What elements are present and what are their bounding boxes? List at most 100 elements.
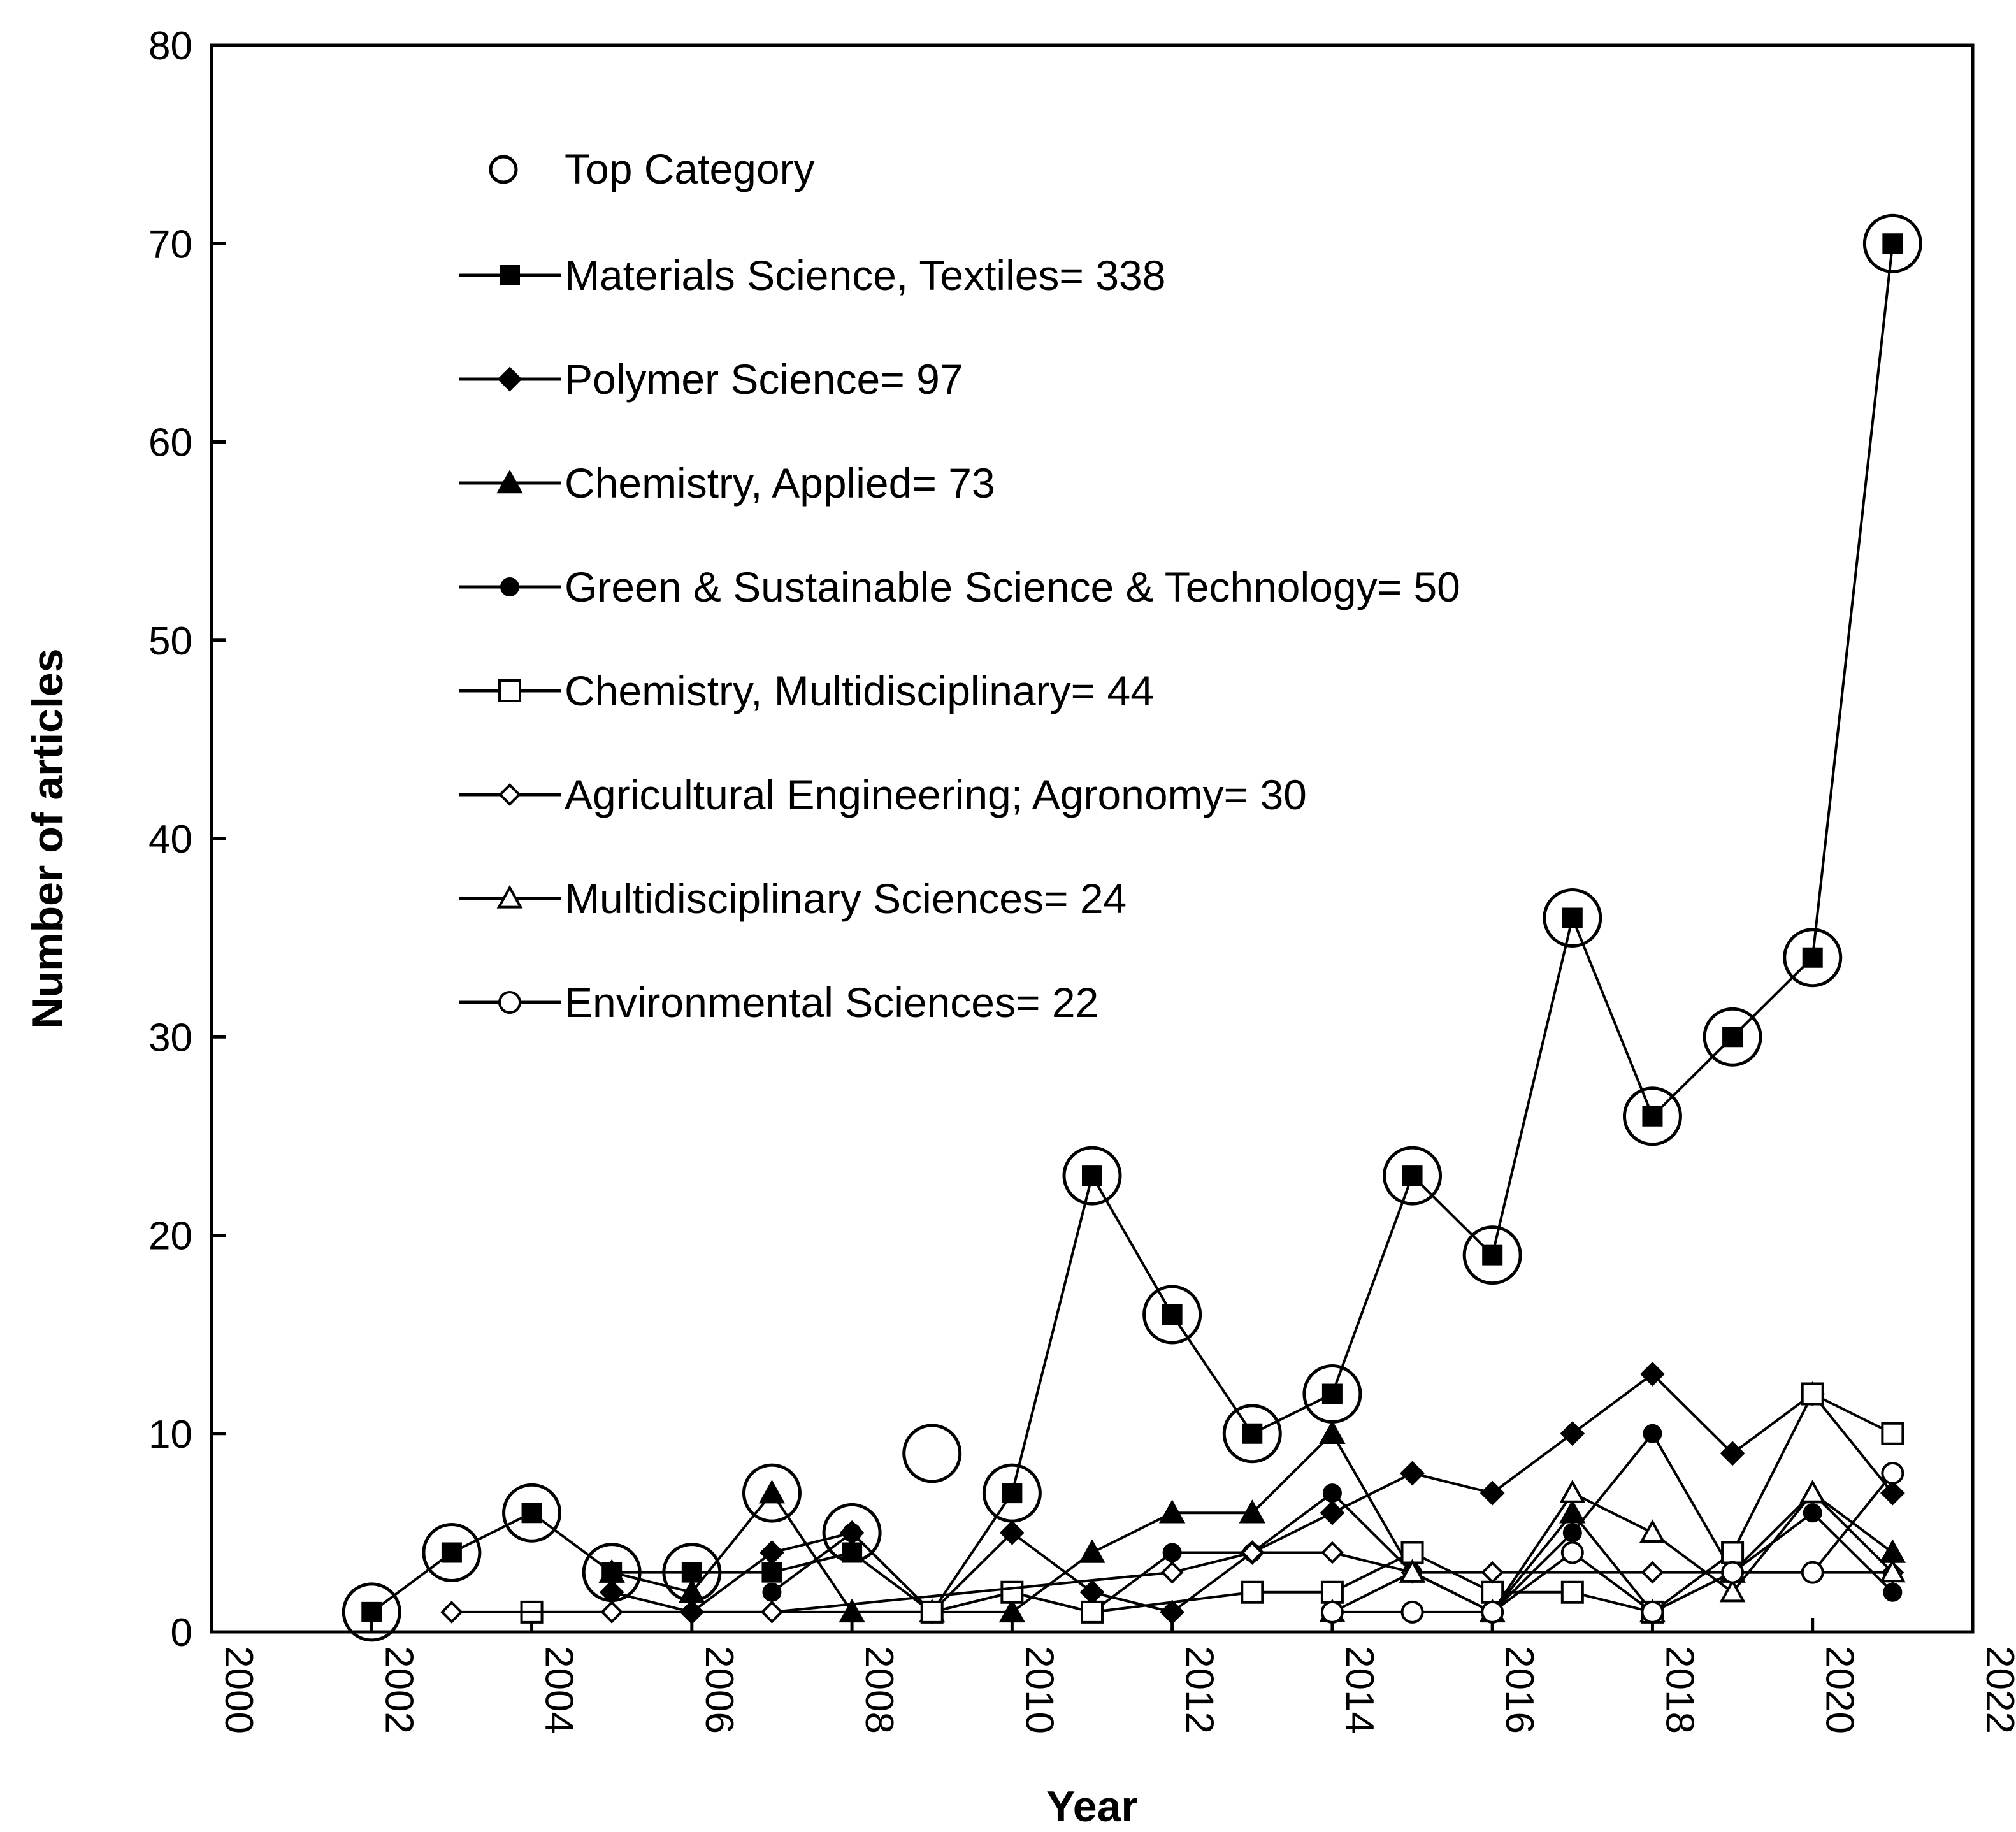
- y-tick-label: 80: [148, 24, 192, 68]
- data-point: [998, 1598, 1026, 1623]
- data-point: [760, 1540, 784, 1565]
- legend-marker: [500, 265, 520, 285]
- data-point: [1241, 1580, 1264, 1604]
- x-axis: 2000 2002 2004 2006 2008 2010 2012 2014 2016 2018…: [210, 1618, 2016, 1734]
- x-tick-label: 2020: [1818, 1646, 1862, 1734]
- top-category-circle: [662, 1543, 722, 1603]
- top-category-circle: [1783, 928, 1843, 988]
- data-point: [1559, 1480, 1586, 1503]
- data-point: [1079, 1580, 1105, 1605]
- data-point: [598, 1559, 625, 1583]
- data-point: [758, 1480, 786, 1504]
- data-point: [920, 1600, 944, 1624]
- data-point: [1879, 1559, 1906, 1583]
- data-point: [1081, 1600, 1104, 1624]
- data-point: [1239, 1499, 1265, 1524]
- top-category-circle: [1862, 213, 1922, 273]
- data-point: [600, 1601, 624, 1624]
- data-point: [1642, 1106, 1663, 1127]
- data-point: [1880, 1480, 1905, 1506]
- data-point: [1722, 1027, 1743, 1048]
- top-category-circle: [1383, 1146, 1443, 1206]
- data-point: [760, 1601, 784, 1624]
- data-point: [1082, 1165, 1102, 1186]
- series-8: [1320, 1462, 1904, 1624]
- top-category-circle: [1142, 1285, 1202, 1345]
- data-point: [440, 1601, 463, 1624]
- series-5: [520, 1382, 1904, 1624]
- legend-entry: Multidisciplinary Sciences= 24: [459, 875, 1127, 922]
- y-tick-label: 30: [148, 1016, 192, 1060]
- data-point: [1321, 1541, 1344, 1564]
- top-category-circle: [1543, 888, 1602, 948]
- legend-label: Chemistry, Applied= 73: [565, 459, 995, 507]
- x-tick-label: 2004: [537, 1646, 581, 1734]
- data-point: [1639, 1519, 1666, 1543]
- data-point: [1562, 907, 1583, 928]
- legend-marker: [498, 991, 521, 1014]
- series-line: [1332, 1472, 1894, 1613]
- legend-label: Materials Science, Textiles= 338: [565, 252, 1165, 299]
- x-tick-label: 2002: [377, 1646, 421, 1734]
- series-layer: [361, 233, 1906, 1625]
- legend-top-category-marker: [489, 155, 518, 184]
- legend-entry: Polymer Science= 97: [459, 356, 963, 403]
- data-point: [1881, 1422, 1904, 1445]
- x-axis-title: Year: [1046, 1782, 1138, 1831]
- data-point: [1882, 233, 1903, 254]
- data-point: [1320, 1600, 1344, 1624]
- data-point: [1402, 1165, 1423, 1186]
- top-category-layer: [342, 213, 1922, 1642]
- legend-label: Chemistry, Multidisciplinary= 44: [565, 667, 1154, 714]
- legend-label: Polymer Science= 97: [565, 356, 963, 403]
- data-point: [1481, 1600, 1504, 1624]
- x-tick-label: 2008: [857, 1646, 901, 1734]
- data-point: [762, 1582, 782, 1602]
- data-point: [1241, 1541, 1264, 1564]
- y-tick-label: 60: [148, 421, 192, 465]
- data-point: [1641, 1561, 1664, 1584]
- top-category-circle: [1622, 1086, 1682, 1146]
- legend-marker: [498, 783, 521, 806]
- top-category-circle: [422, 1523, 482, 1582]
- data-point: [1803, 1503, 1822, 1523]
- x-tick-label: 2012: [1177, 1646, 1221, 1734]
- legend-label: Green & Sustainable Science & Technology…: [565, 563, 1460, 610]
- data-point: [1400, 1600, 1424, 1624]
- y-tick-label: 50: [148, 619, 192, 663]
- data-point: [1721, 1561, 1745, 1584]
- legend-top-category-label: Top Category: [565, 145, 815, 192]
- y-axis-title: Number of articles: [24, 648, 72, 1028]
- top-category-circle: [502, 1483, 562, 1543]
- x-tick-label: 2018: [1657, 1646, 1701, 1734]
- top-category-circle: [1062, 1146, 1122, 1206]
- y-axis: 0 10 20 30 40 50 60 70 80: [148, 24, 226, 1655]
- data-point: [1559, 1499, 1586, 1524]
- legend-marker: [496, 469, 523, 494]
- y-tick-label: 40: [148, 818, 192, 862]
- top-category-circle: [582, 1543, 642, 1603]
- top-category-circle: [822, 1503, 882, 1562]
- data-point: [1482, 1244, 1503, 1266]
- data-point: [1079, 1539, 1105, 1563]
- data-point: [1160, 1561, 1184, 1584]
- series-line: [1332, 1492, 1894, 1613]
- top-category-circle: [342, 1582, 401, 1642]
- data-point: [999, 1520, 1025, 1545]
- legend-label: Agricultural Engineering; Agronomy= 30: [565, 771, 1307, 818]
- top-category-circle: [982, 1463, 1042, 1523]
- x-tick-label: 2016: [1497, 1646, 1541, 1734]
- legend-entry: Materials Science, Textiles= 338: [459, 252, 1165, 299]
- y-tick-label: 0: [171, 1611, 192, 1655]
- top-category-circle: [1462, 1225, 1522, 1285]
- data-point: [1640, 1361, 1665, 1387]
- data-point: [1801, 1382, 1824, 1406]
- legend-entry: Agricultural Engineering; Agronomy= 30: [459, 771, 1307, 818]
- data-point: [1160, 1599, 1185, 1625]
- legend-entry: Chemistry, Multidisciplinary= 44: [459, 667, 1154, 714]
- top-category-circle: [1302, 1364, 1362, 1424]
- x-tick-label: 2010: [1017, 1646, 1061, 1734]
- y-tick-label: 70: [148, 222, 192, 266]
- legend-marker: [496, 884, 523, 909]
- data-point: [1322, 1483, 1342, 1503]
